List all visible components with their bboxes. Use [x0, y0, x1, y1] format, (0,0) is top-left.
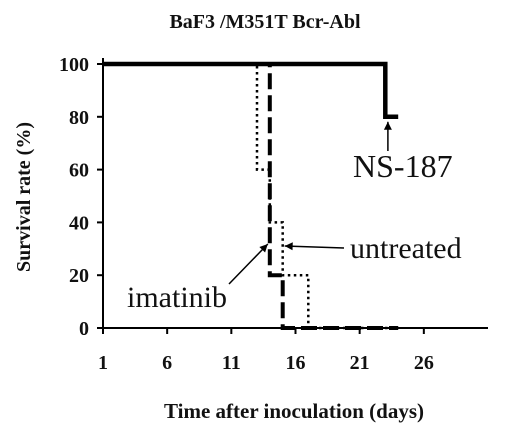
x-axis-label: Time after inoculation (days) [164, 399, 424, 423]
annotation-layer: NS-187 untreated imatinib [127, 121, 462, 314]
y-tick-label: 40 [69, 212, 89, 234]
annotation-untreated: untreated [350, 232, 462, 265]
chart-title: BaF3 /M351T Bcr-Abl [169, 11, 361, 33]
annotation-arrow-untreated [284, 245, 345, 249]
y-axis-label: Survival rate (%) [13, 122, 35, 272]
y-tick-label: 20 [69, 265, 89, 287]
annotation-arrowhead-ns-187 [383, 121, 392, 130]
y-tick-label: 100 [59, 54, 89, 76]
y-tick-label: 80 [69, 107, 89, 129]
series-line-imatinib [103, 62, 399, 330]
series-line-untreated [103, 62, 399, 330]
x-tick-label: 1 [98, 352, 108, 374]
x-tick-label: 6 [162, 352, 172, 374]
x-tick-label: 21 [350, 352, 370, 374]
annotation-arrowhead-imatinib [259, 244, 268, 253]
x-tick-label: 26 [414, 352, 434, 374]
x-tick-label: 16 [286, 352, 306, 374]
series-line-ns-187 [103, 61, 399, 120]
annotation-ns-187: NS-187 [353, 148, 453, 184]
annotation-arrow-imatinib [228, 243, 269, 285]
series-layer [103, 61, 399, 330]
x-tick-label: 11 [222, 352, 241, 374]
y-tick-label: 0 [79, 318, 89, 340]
annotation-arrowhead-untreated [284, 242, 293, 251]
annotation-imatinib: imatinib [127, 281, 227, 314]
y-tick-label: 60 [69, 160, 89, 182]
